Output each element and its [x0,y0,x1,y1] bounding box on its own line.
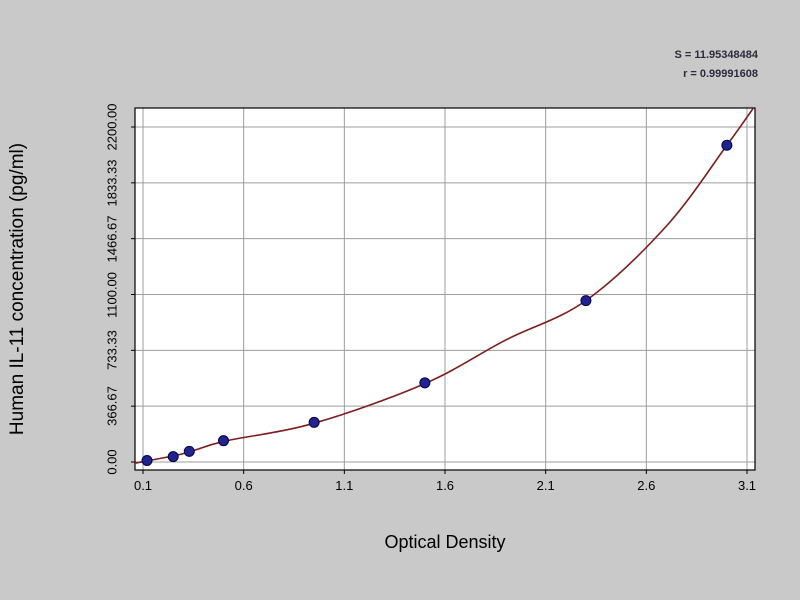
data-point [141,454,153,466]
x-tick-label: 2.6 [637,478,656,493]
plot-border [134,107,756,471]
data-point [167,451,179,463]
fit-s-value: S = 11.95348484 [674,49,759,61]
x-tick-label: 3.1 [737,478,757,493]
fit-statistics: S = 11.95348484 r = 0.99991608 [675,46,759,83]
fit-r-value: r = 0.99991608 [683,67,758,80]
x-tick-label: 0.1 [133,478,153,493]
data-point [183,445,195,457]
x-tick-label: 1.6 [435,478,455,493]
data-point [419,377,431,389]
x-tick-label: 0.6 [234,478,253,493]
y-axis-title: Human IL-11 concentration (pg/ml) [7,142,28,436]
x-tick-label: 2.1 [536,478,555,493]
data-point [580,295,592,307]
x-axis-title: Optical Density [384,532,506,552]
data-point [308,416,320,428]
x-axis-tick-labels: 0.1 0.6 1.1 1.6 2.1 2.6 3.1 [0,478,800,498]
data-point [218,435,230,447]
data-point [721,139,733,151]
fit-curve [135,108,755,464]
x-tick-label: 1.1 [335,478,354,493]
